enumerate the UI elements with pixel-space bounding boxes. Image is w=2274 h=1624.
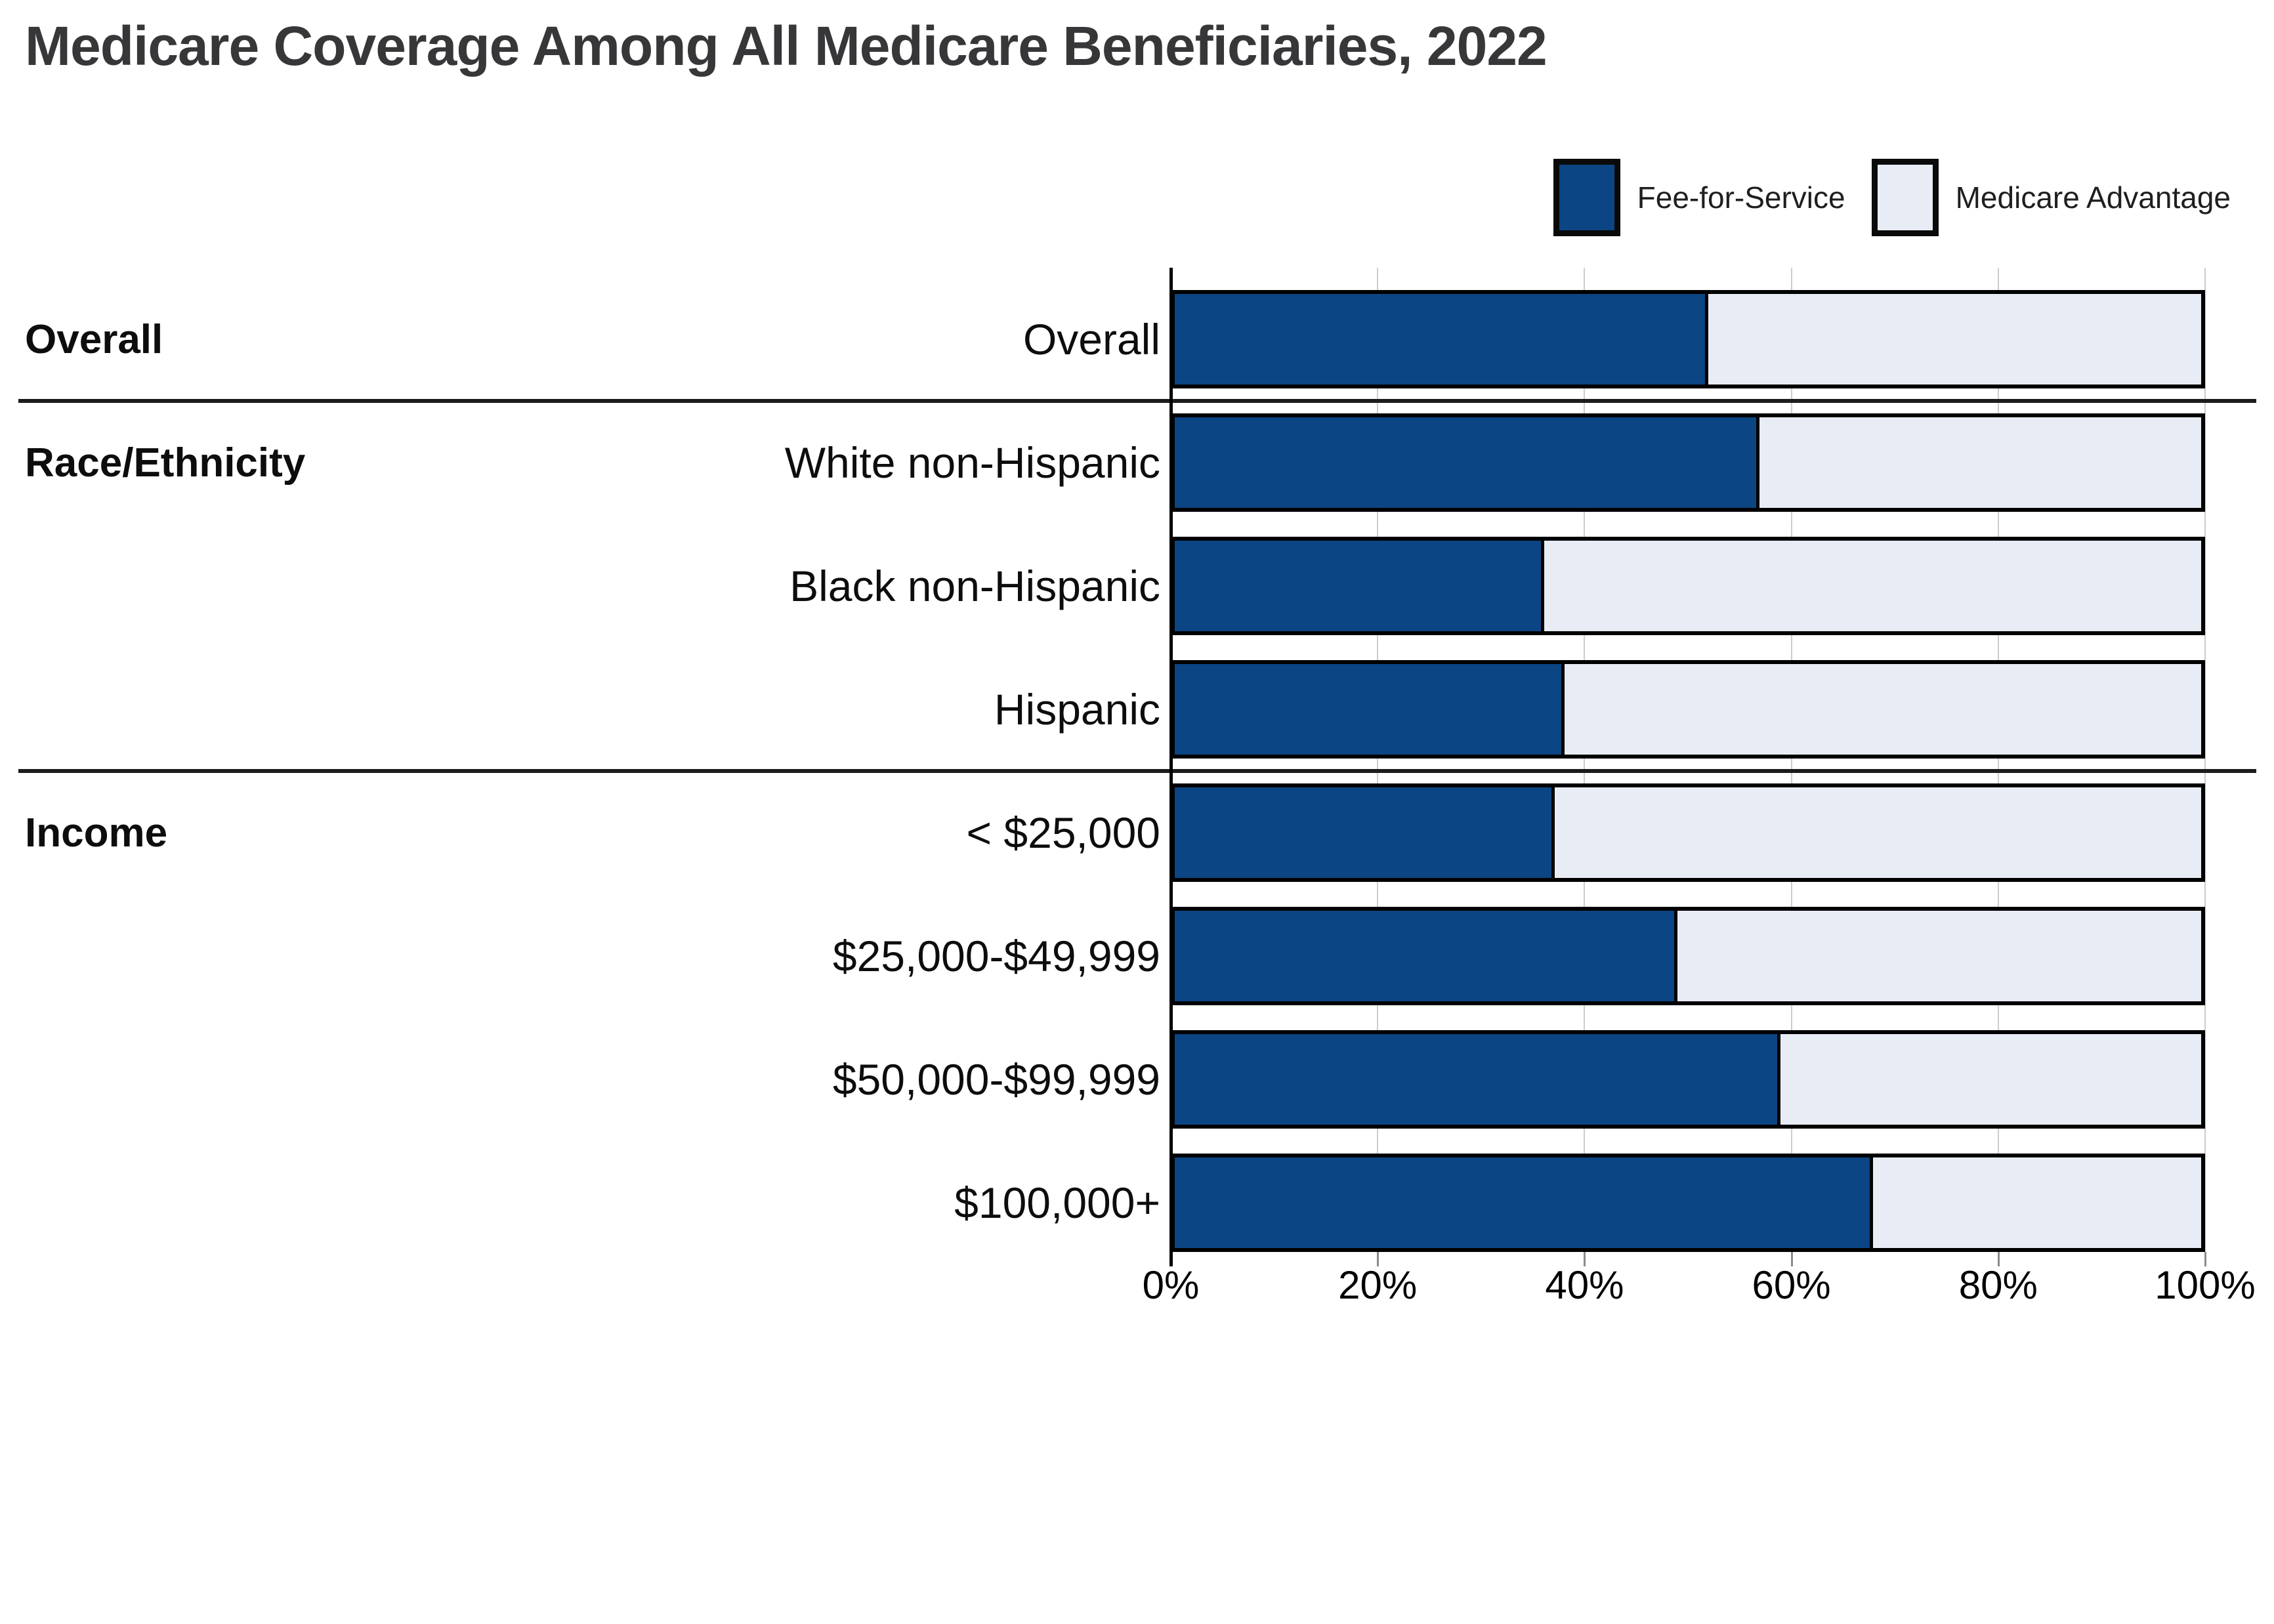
- row-label: $100,000+: [954, 1178, 1160, 1227]
- x-tick: [2204, 1252, 2206, 1266]
- bar-segment-fee-for-service: [1175, 417, 1760, 508]
- group-label: Overall: [25, 316, 163, 362]
- chart-title: Medicare Coverage Among All Medicare Ben…: [25, 15, 1548, 77]
- bar-segment-fee-for-service: [1175, 787, 1555, 878]
- legend: Fee-for-Service Medicare Advantage: [1553, 159, 2231, 236]
- bar-segment-fee-for-service: [1175, 1034, 1780, 1125]
- bar-segment-fee-for-service: [1175, 294, 1709, 385]
- group-separator: [18, 399, 2256, 403]
- bar-segment-fee-for-service: [1175, 911, 1678, 1001]
- x-tick-label: 100%: [2155, 1263, 2256, 1307]
- bar-row: [1171, 783, 2205, 882]
- x-tick: [1790, 1252, 1793, 1266]
- row-label: Overall: [1022, 315, 1160, 364]
- row-label: $25,000-$49,999: [832, 932, 1160, 980]
- group-label: Race/Ethnicity: [25, 440, 306, 486]
- row-label: < $25,000: [966, 808, 1160, 857]
- x-gridline: [1997, 268, 1999, 1252]
- x-gridline: [1377, 268, 1379, 1252]
- row-label: $50,000-$99,999: [832, 1055, 1160, 1104]
- legend-item-fee-for-service: Fee-for-Service: [1553, 159, 1845, 236]
- bar-segment-medicare-advantage: [1555, 787, 2201, 878]
- x-tick: [1584, 1252, 1586, 1266]
- x-gridline: [2204, 268, 2206, 1252]
- x-tick-label: 0%: [1142, 1263, 1200, 1307]
- x-tick: [1377, 1252, 1379, 1266]
- bar-segment-medicare-advantage: [1873, 1157, 2201, 1248]
- bar-row: [1171, 660, 2205, 759]
- x-tick-label: 80%: [1958, 1263, 2038, 1307]
- x-tick-label: 40%: [1545, 1263, 1624, 1307]
- legend-item-medicare-advantage: Medicare Advantage: [1871, 159, 2231, 236]
- bar-segment-fee-for-service: [1175, 1157, 1873, 1248]
- medicare-advantage-swatch-icon: [1871, 159, 1939, 236]
- bar-segment-medicare-advantage: [1565, 664, 2201, 755]
- x-tick-label: 20%: [1338, 1263, 1418, 1307]
- row-label: Black non-Hispanic: [790, 562, 1160, 610]
- y-axis-line: [1169, 268, 1173, 1266]
- x-tick: [1997, 1252, 2000, 1266]
- bar-segment-medicare-advantage: [1708, 294, 2201, 385]
- row-label: White non-Hispanic: [784, 438, 1160, 487]
- bar-row: [1171, 1154, 2205, 1252]
- legend-label-medicare-advantage: Medicare Advantage: [1955, 180, 2231, 215]
- row-label: Hispanic: [994, 685, 1160, 734]
- bar-segment-fee-for-service: [1175, 664, 1565, 755]
- bar-segment-medicare-advantage: [1759, 417, 2201, 508]
- x-gridline: [1790, 268, 1792, 1252]
- x-gridline: [1584, 268, 1586, 1252]
- bar-segment-medicare-advantage: [1677, 911, 2201, 1001]
- bar-row: [1171, 907, 2205, 1005]
- bar-row: [1171, 537, 2205, 635]
- bar-segment-medicare-advantage: [1780, 1034, 2201, 1125]
- x-tick-label: 60%: [1752, 1263, 1831, 1307]
- bar-segment-fee-for-service: [1175, 541, 1545, 631]
- bar-row: [1171, 290, 2205, 388]
- legend-label-fee-for-service: Fee-for-Service: [1637, 180, 1845, 215]
- bar-segment-medicare-advantage: [1544, 541, 2201, 631]
- group-separator: [18, 769, 2256, 773]
- bar-row: [1171, 413, 2205, 512]
- bar-row: [1171, 1030, 2205, 1129]
- group-label: Income: [25, 810, 168, 856]
- fee-for-service-swatch-icon: [1553, 159, 1620, 236]
